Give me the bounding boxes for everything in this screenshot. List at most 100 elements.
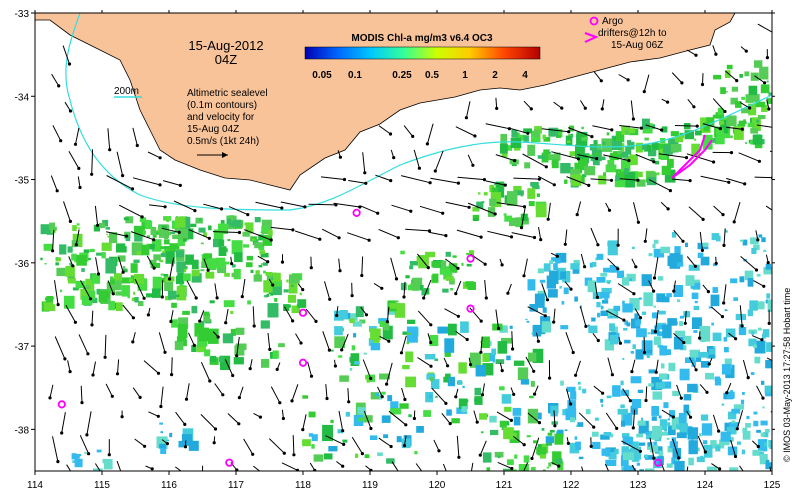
chlorophyll-patch [134,230,143,242]
chlorophyll-patch [554,433,564,445]
chlorophyll-patch [220,220,225,224]
y-tick-label: -36 [15,259,30,270]
chlorophyll-patch [689,349,700,362]
velocity-arrowhead [215,296,219,300]
velocity-arrowhead [399,351,404,355]
chlorophyll-patch [556,134,562,138]
chlorophyll-patch [406,341,409,345]
chlorophyll-patch [622,436,634,445]
chlorophyll-patch [557,429,564,438]
chlorophyll-patch [122,268,128,273]
chlorophyll-patch [602,141,606,145]
chlorophyll-patch [727,446,738,456]
chlorophyll-patch [609,323,615,332]
chlorophyll-patch [153,254,161,261]
chlorophyll-patch [491,187,499,193]
chlorophyll-patch [523,455,530,463]
x-tick-label: 120 [429,480,446,491]
chlorophyll-patch [533,440,537,444]
chlorophyll-patch [233,268,241,280]
velocity-arrowhead [303,205,307,209]
velocity-arrowhead [282,451,286,455]
colorbar-label: 4 [522,70,528,81]
chlorophyll-patch [566,386,576,392]
velocity-arrow [619,125,642,129]
chlorophyll-patch [242,231,250,237]
velocity-arrowhead [560,106,564,110]
velocity-arrow [441,412,451,424]
velocity-arrowhead [131,316,135,320]
argo-float-marker [298,308,308,317]
chlorophyll-patch [609,334,618,345]
velocity-arrow [78,334,89,355]
chlorophyll-patch [84,451,87,454]
chlorophyll-patch [486,467,491,471]
chlorophyll-patch [158,436,168,449]
velocity-arrow [566,176,589,186]
chlorophyll-patch [426,373,436,380]
chlorophyll-patch [587,154,593,159]
chlorophyll-patch [555,257,561,264]
chlorophyll-patch [482,452,492,463]
chlorophyll-patch [564,179,568,184]
chlorophyll-patch [231,272,237,278]
chlorophyll-patch [712,287,719,293]
velocity-arrowhead [735,427,739,431]
velocity-arrow [713,205,724,215]
chlorophyll-patch [576,424,579,427]
velocity-arrow [702,73,704,85]
chlorophyll-patch [323,453,333,460]
chlorophyll-patch [537,327,546,335]
velocity-arrowhead [367,238,371,242]
velocity-arrowhead [212,441,216,445]
argo-legend-line1: Argo [602,16,624,27]
velocity-arrowhead [631,117,636,121]
chlorophyll-patch [753,244,760,251]
chlorophyll-patch [601,287,612,294]
velocity-arrowhead [729,151,734,155]
velocity-arrowhead [369,468,373,471]
velocity-arrowhead [68,109,73,113]
chlorophyll-patch [753,344,757,348]
chlorophyll-patch [660,246,671,254]
velocity-arrowhead [347,400,351,404]
chlorophyll-patch [664,429,667,432]
argo-float-marker [653,458,663,467]
velocity-arrowhead [608,473,611,476]
chlorophyll-patch [429,377,434,382]
velocity-arrowhead [313,468,317,471]
chlorophyll-patch [646,354,650,358]
velocity-arrow [94,205,99,226]
velocity-arrow [686,153,714,163]
velocity-arrowhead [718,127,723,131]
chlorophyll-patch [525,318,528,321]
chlorophyll-patch [733,404,744,410]
chlorophyll-patch [268,229,273,236]
velocity-arrow [531,437,540,459]
chlorophyll-patch [330,349,334,352]
velocity-arrowhead [86,352,90,356]
velocity-arrow [161,227,180,233]
velocity-arrow [308,203,336,206]
chlorophyll-patch [620,380,624,386]
chlorophyll-patch [492,323,503,331]
chlorophyll-patch [80,289,91,300]
chlorophyll-patch [530,182,539,187]
velocity-arrow [643,74,650,92]
velocity-arrowhead [327,348,331,352]
velocity-arrowhead [589,444,593,448]
velocity-arrowhead [437,449,441,453]
chlorophyll-patch [133,259,140,263]
velocity-arrowhead [444,234,448,238]
chlorophyll-patch [570,133,574,138]
chlorophyll-patch [541,428,545,431]
chlorophyll-patch [676,262,684,267]
chlorophyll-patch [177,323,188,338]
velocity-arrowhead [363,171,367,175]
chlorophyll-patch [712,263,718,267]
velocity-arrow [676,384,682,399]
chlorophyll-patch [181,339,187,347]
velocity-arrowhead [178,183,182,187]
chlorophyll-patch [666,293,672,298]
chlorophyll-patch [591,317,596,322]
